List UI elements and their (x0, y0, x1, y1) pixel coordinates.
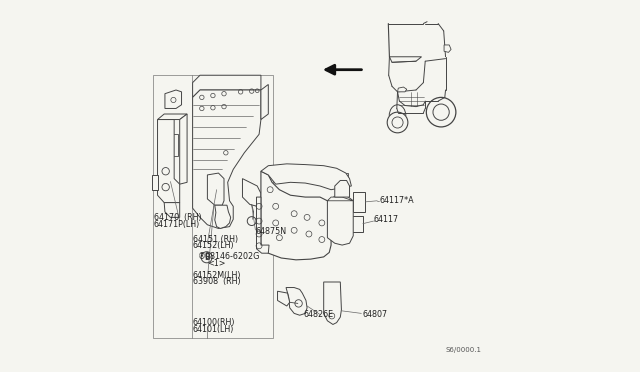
Text: 64151 (RH): 64151 (RH) (193, 235, 237, 244)
Bar (168, 134, 178, 157)
Polygon shape (278, 291, 290, 306)
Polygon shape (257, 197, 269, 253)
Text: 63908  (RH): 63908 (RH) (193, 278, 240, 286)
Text: 64117: 64117 (373, 215, 398, 224)
Text: B: B (204, 253, 209, 262)
Polygon shape (335, 180, 349, 197)
Polygon shape (324, 282, 341, 324)
Text: 64807: 64807 (362, 310, 387, 319)
Text: 64152(LH): 64152(LH) (193, 241, 234, 250)
Text: S6/0000.1: S6/0000.1 (445, 347, 481, 353)
Polygon shape (328, 195, 353, 245)
Polygon shape (193, 90, 261, 228)
Polygon shape (397, 87, 407, 92)
Polygon shape (444, 45, 451, 52)
Text: 64875N: 64875N (255, 227, 287, 235)
Text: 64826E: 64826E (304, 310, 334, 319)
Bar (336, 173, 348, 182)
Polygon shape (286, 288, 307, 315)
Polygon shape (193, 75, 261, 97)
Text: 64100(RH): 64100(RH) (193, 318, 235, 327)
Text: ®08146-6202G: ®08146-6202G (197, 252, 260, 262)
Text: 64152M(LH): 64152M(LH) (193, 271, 241, 280)
Text: 64170  (RH): 64170 (RH) (154, 213, 202, 222)
Bar (353, 215, 363, 232)
Bar (153, 75, 273, 339)
Polygon shape (165, 90, 182, 109)
Polygon shape (389, 57, 422, 62)
Text: 64117*A: 64117*A (379, 196, 413, 205)
Text: 64171P(LH): 64171P(LH) (154, 220, 200, 229)
Polygon shape (261, 171, 331, 260)
Polygon shape (152, 175, 157, 190)
Polygon shape (261, 84, 268, 119)
Text: 64101(LH): 64101(LH) (193, 325, 234, 334)
Polygon shape (180, 114, 187, 184)
Polygon shape (261, 164, 351, 190)
Polygon shape (164, 203, 180, 217)
Polygon shape (207, 173, 224, 205)
Polygon shape (328, 197, 353, 201)
Polygon shape (157, 114, 187, 119)
Bar (353, 192, 365, 212)
Polygon shape (157, 119, 180, 203)
Polygon shape (215, 205, 230, 228)
Polygon shape (243, 179, 261, 206)
Text: <1>: <1> (207, 259, 226, 268)
